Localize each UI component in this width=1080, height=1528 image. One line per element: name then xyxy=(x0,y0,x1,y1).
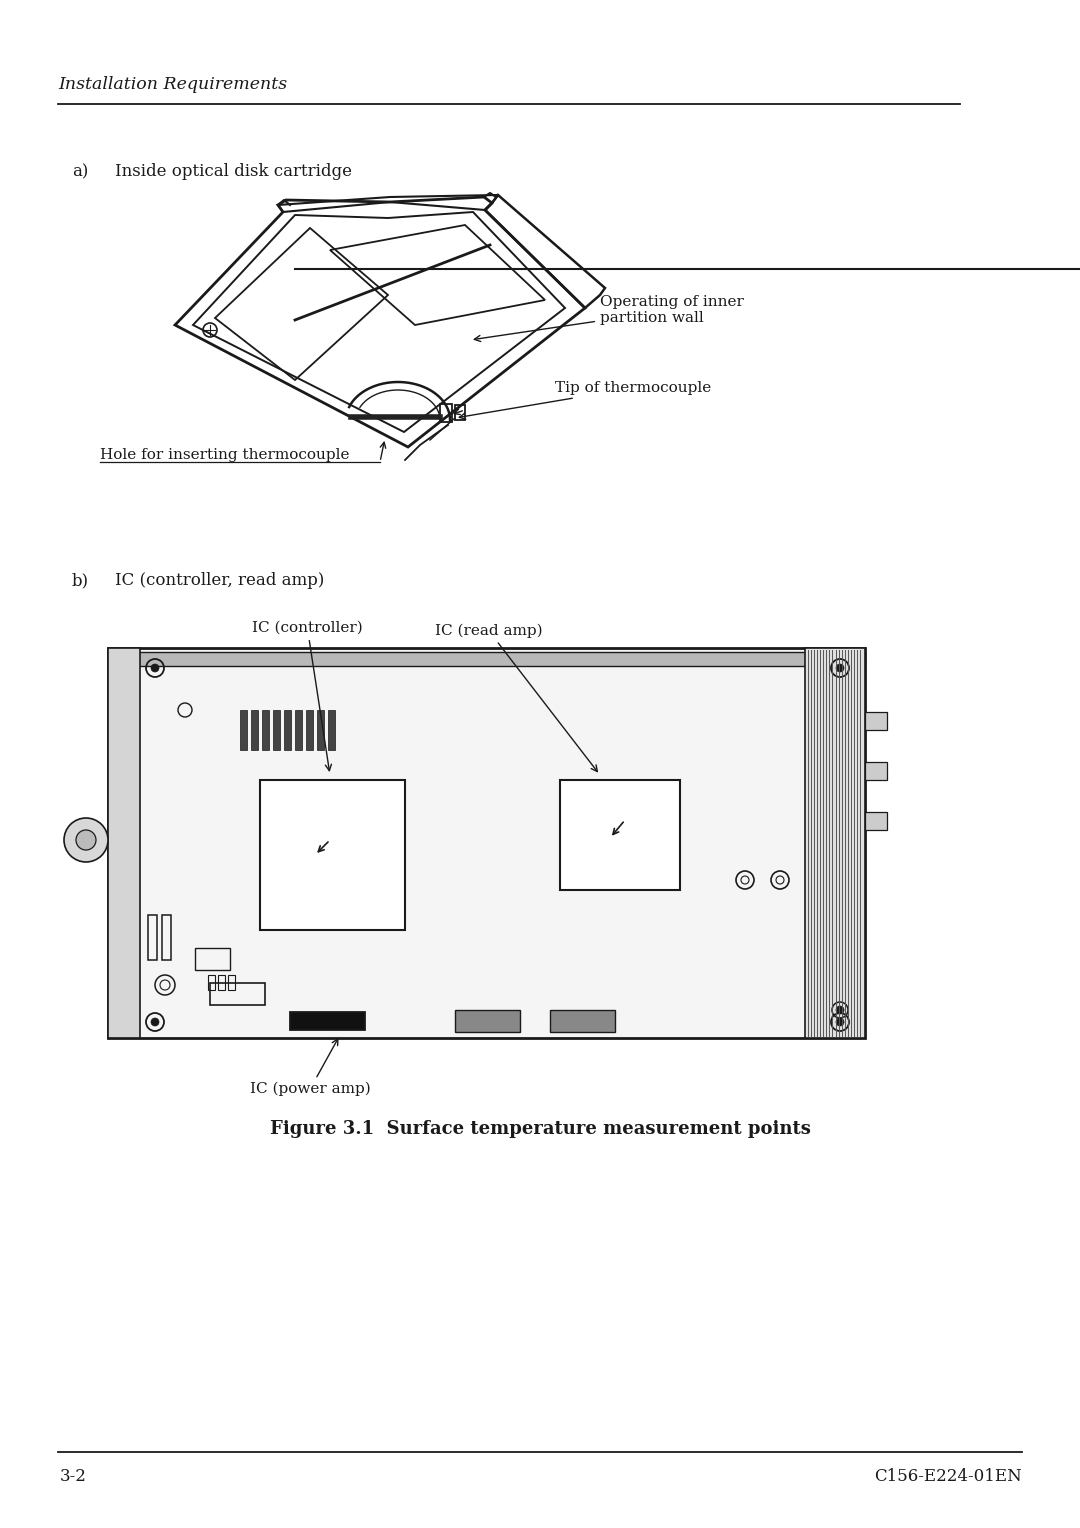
Bar xyxy=(273,711,280,750)
Bar xyxy=(108,648,865,1038)
Bar xyxy=(295,711,302,750)
Bar xyxy=(865,712,887,730)
Bar xyxy=(284,711,291,750)
Text: IC (controller): IC (controller) xyxy=(252,620,363,770)
Bar xyxy=(865,762,887,779)
Bar xyxy=(318,711,324,750)
Text: Installation Requirements: Installation Requirements xyxy=(58,76,287,93)
Bar xyxy=(550,1010,615,1031)
Text: a): a) xyxy=(72,163,89,180)
Bar xyxy=(865,811,887,830)
Circle shape xyxy=(151,1018,159,1025)
Text: IC (power amp): IC (power amp) xyxy=(249,1039,370,1097)
Circle shape xyxy=(76,830,96,850)
Circle shape xyxy=(836,1005,843,1015)
Bar xyxy=(328,711,335,750)
Bar xyxy=(805,648,865,1038)
Text: 3-2: 3-2 xyxy=(60,1468,86,1485)
Bar xyxy=(561,779,680,889)
Text: Tip of thermocouple: Tip of thermocouple xyxy=(459,380,712,419)
Bar xyxy=(455,1010,519,1031)
Bar xyxy=(210,983,265,1005)
Bar xyxy=(162,915,171,960)
Text: IC (read amp): IC (read amp) xyxy=(435,623,597,772)
Bar xyxy=(251,711,258,750)
Bar xyxy=(260,779,405,931)
Bar xyxy=(291,1012,365,1030)
Bar xyxy=(306,711,313,750)
Bar xyxy=(195,947,230,970)
Text: Inside optical disk cartridge: Inside optical disk cartridge xyxy=(114,163,352,180)
Bar xyxy=(108,652,865,666)
Circle shape xyxy=(836,1018,843,1025)
Text: IC (controller, read amp): IC (controller, read amp) xyxy=(114,571,324,588)
Bar xyxy=(218,975,225,990)
Bar xyxy=(240,711,247,750)
Text: Operating of inner
partition wall: Operating of inner partition wall xyxy=(474,295,744,341)
Circle shape xyxy=(836,665,843,672)
Text: Hole for inserting thermocouple: Hole for inserting thermocouple xyxy=(100,448,350,461)
Bar xyxy=(208,975,215,990)
Circle shape xyxy=(151,665,159,672)
Circle shape xyxy=(64,817,108,862)
Bar xyxy=(108,648,140,1038)
Bar xyxy=(262,711,269,750)
Bar xyxy=(455,405,465,420)
Bar xyxy=(228,975,235,990)
Bar xyxy=(440,403,453,422)
Text: Figure 3.1  Surface temperature measurement points: Figure 3.1 Surface temperature measureme… xyxy=(270,1120,810,1138)
Text: b): b) xyxy=(72,571,90,588)
Bar xyxy=(148,915,157,960)
Text: C156-E224-01EN: C156-E224-01EN xyxy=(874,1468,1022,1485)
